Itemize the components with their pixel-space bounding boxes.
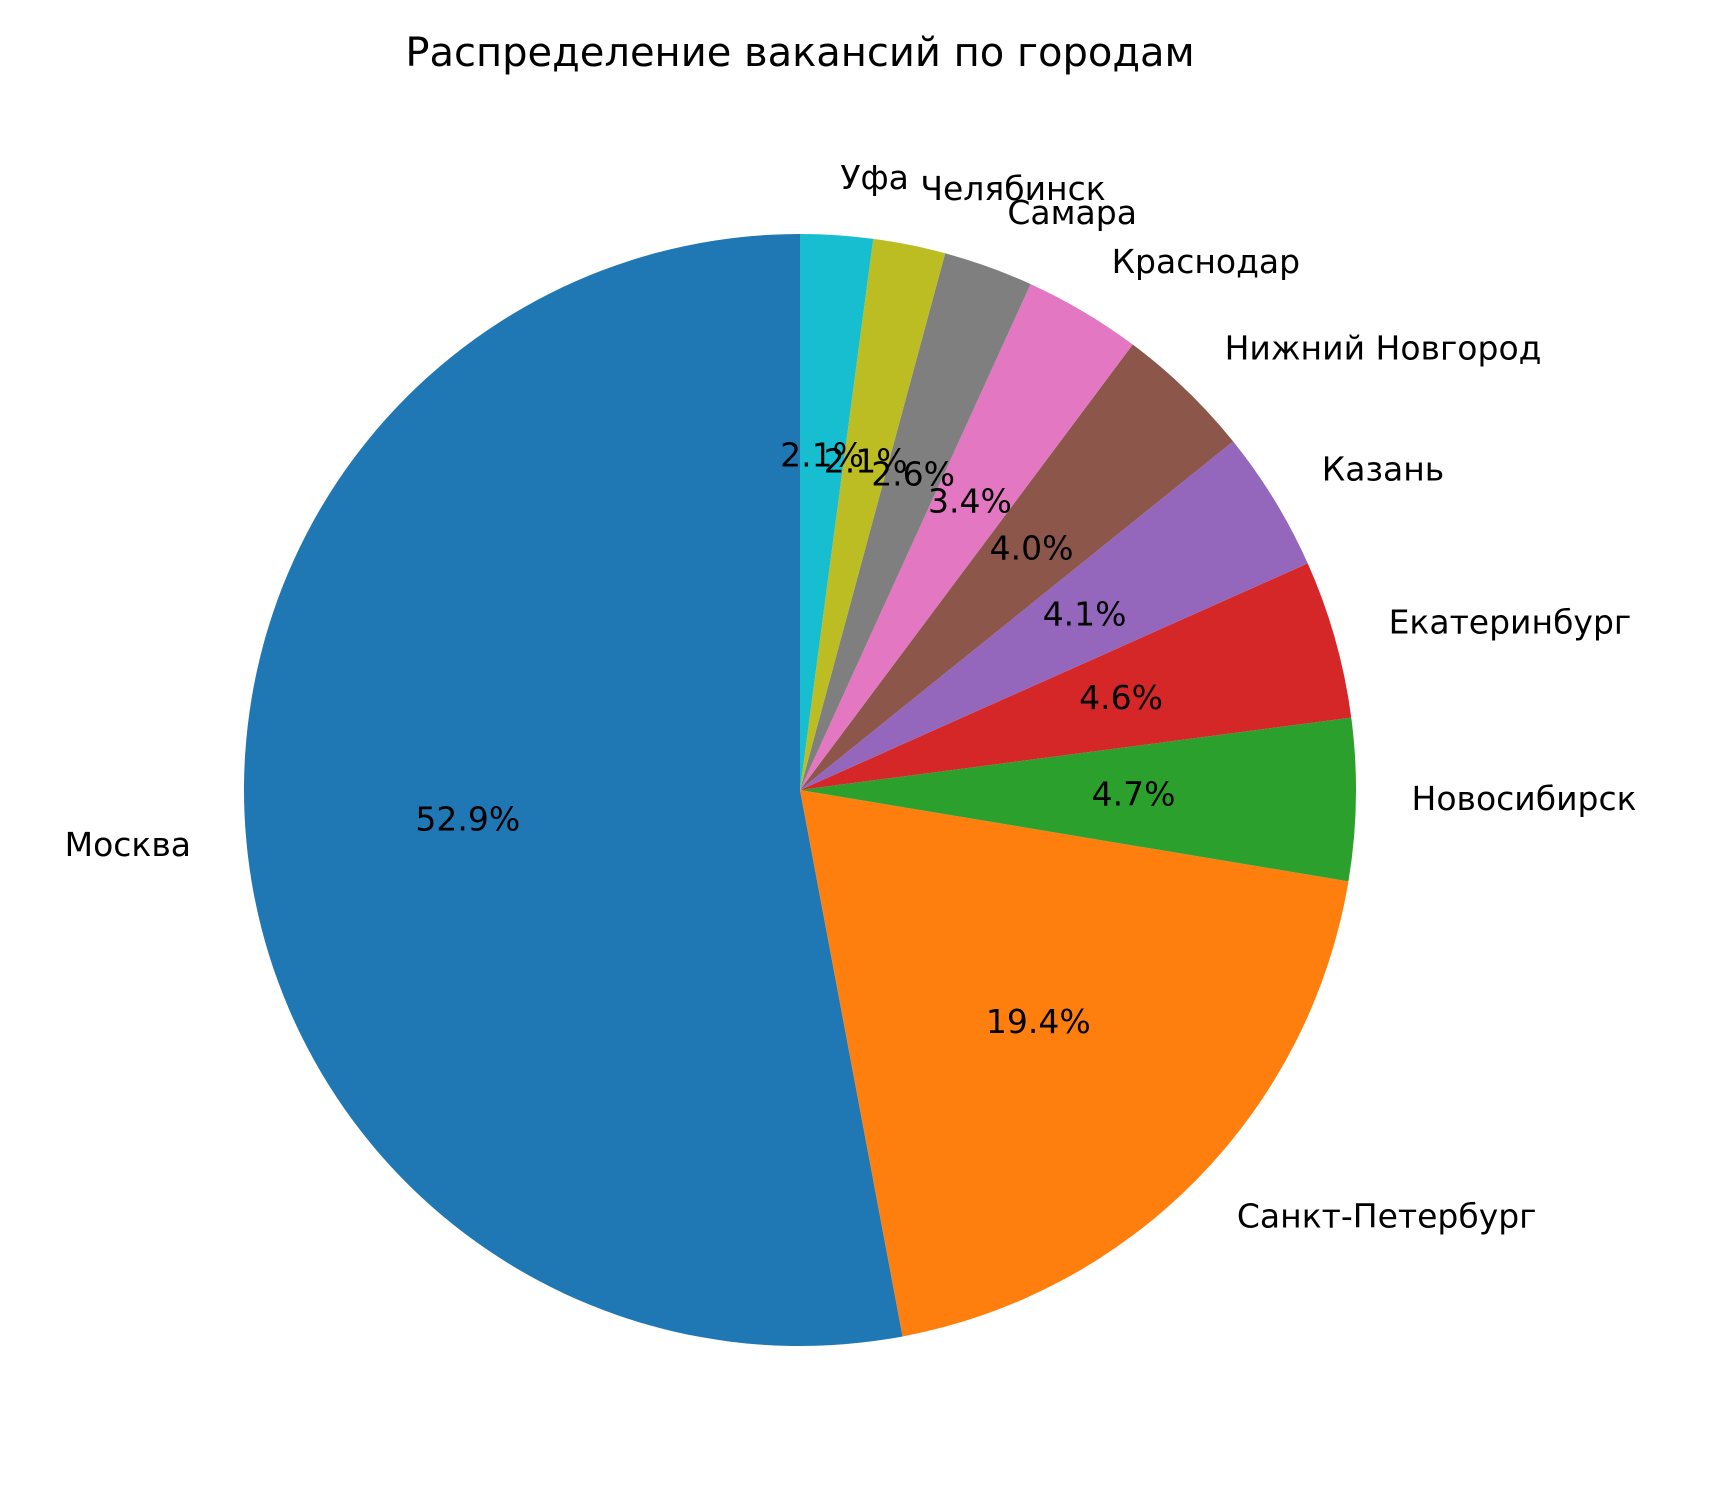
pie-slice-казань <box>800 441 1308 790</box>
pie-slice-москва <box>243 234 903 1347</box>
pie-slice-краснодар <box>800 284 1133 790</box>
pie-slices <box>243 234 1356 1347</box>
pct-label-казань: 4.1% <box>1043 594 1127 633</box>
slice-label-екатеринбург: Екатеринбург <box>1389 602 1632 641</box>
pct-label-нижний-новгород: 4.0% <box>990 528 1074 567</box>
pct-label-екатеринбург: 4.6% <box>1079 678 1163 717</box>
pct-label-новосибирск: 4.7% <box>1092 774 1176 813</box>
slice-label-нижний-новгород: Нижний Новгород <box>1225 328 1542 367</box>
pct-label-челябинск: 2.1% <box>824 441 908 480</box>
slice-label-челябинск: Челябинск <box>920 169 1105 208</box>
pct-label-самара: 2.6% <box>871 455 955 494</box>
pie-labels: Москва 52.9% Санкт-Петербург 19.4% Новосибир… <box>65 158 1637 1235</box>
slice-label-уфа: Уфа <box>840 158 909 197</box>
pct-label-уфа: 2.1% <box>780 436 864 475</box>
pie-slice-самара <box>800 253 1031 790</box>
slice-label-казань: Казань <box>1322 449 1444 488</box>
pie-slice-санкт-петербург <box>800 790 1349 1337</box>
slice-label-краснодар: Краснодар <box>1112 242 1301 281</box>
pie-slice-новосибирск <box>800 717 1356 882</box>
pie-slice-екатеринбург <box>800 563 1352 790</box>
pct-label-москва: 52.9% <box>415 799 520 838</box>
pie-slice-челябинск <box>800 238 946 790</box>
chart-title: Распределение вакансий по городам <box>405 30 1194 76</box>
pct-label-краснодар: 3.4% <box>928 481 1012 520</box>
pie-slice-уфа <box>800 234 874 790</box>
pie-slice-нижний-новгород <box>800 344 1234 790</box>
pct-label-санкт-петербург: 19.4% <box>986 1002 1091 1041</box>
slice-label-самара: Самара <box>1007 193 1137 232</box>
slice-label-москва: Москва <box>65 825 191 864</box>
slice-label-новосибирск: Новосибирск <box>1412 779 1637 818</box>
slice-label-санкт-петербург: Санкт-Петербург <box>1237 1197 1537 1236</box>
